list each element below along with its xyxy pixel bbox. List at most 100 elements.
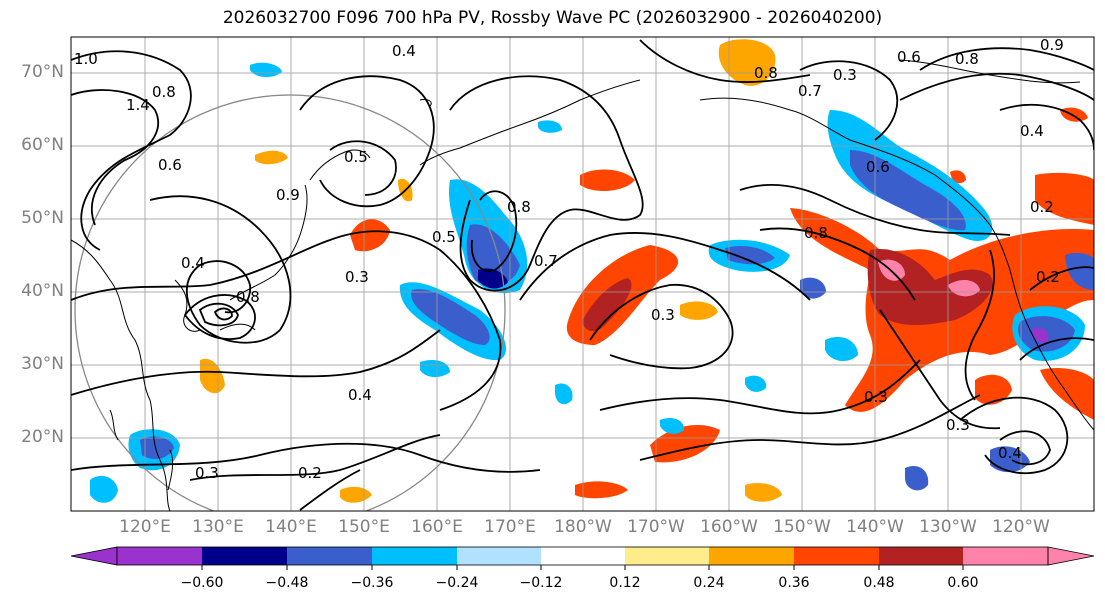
pv-negative-patch (660, 418, 685, 434)
plot-frame (70, 36, 1095, 512)
radius-circle (74, 94, 506, 511)
contour-label: 0.6 (158, 156, 182, 174)
contour-label: 0.8 (236, 288, 260, 306)
contour-label: 0.8 (152, 83, 176, 101)
pv-negative-patch (250, 62, 282, 78)
colorbar-segment (541, 547, 625, 565)
lon-label: 120°W (992, 517, 1050, 537)
pv-positive-patch (975, 374, 1012, 405)
contour-label: 0.4 (392, 42, 416, 60)
contour-label: 0.6 (897, 48, 921, 66)
contour-label: 0.5 (344, 148, 368, 166)
contour-label: 0.4 (998, 444, 1022, 462)
pv-negative-patch (825, 336, 858, 362)
colorbar-tick-label: −0.12 (519, 575, 563, 591)
contour-labels: 0.4 1.0 1.4 0.8 0.6 0.5 0.9 0.8 0.4 0.3 … (74, 36, 1064, 482)
colorbar-segment (879, 547, 963, 565)
lon-label: 130°W (919, 517, 977, 537)
pv-negative-patch (905, 465, 929, 491)
pv-contours (71, 39, 1094, 511)
lon-label: 140°W (846, 517, 904, 537)
pv-positive-patch (575, 481, 628, 499)
colorbar-segment (457, 547, 541, 565)
colorbar-tick-label: 0.12 (609, 575, 641, 591)
contour-label: 0.3 (651, 306, 675, 324)
contour-label: 0.9 (1040, 36, 1064, 54)
colorbar (70, 546, 1095, 570)
map-title: 2026032700 F096 700 hPa PV, Rossby Wave … (222, 8, 883, 28)
lon-label: 140°E (265, 517, 317, 537)
colorbar-segment (794, 547, 879, 565)
colorbar-segment (202, 547, 287, 565)
lon-label: 120°E (119, 517, 171, 537)
colorbar-segment (625, 547, 709, 565)
coastlines (71, 59, 1094, 511)
lon-label: 130°E (192, 517, 244, 537)
pv-negative-patch (800, 277, 826, 299)
contour-label: 0.3 (946, 416, 970, 434)
pv-negative-patch (420, 360, 450, 378)
contour-label: 0.8 (804, 224, 828, 242)
contour-label: 0.6 (866, 158, 890, 176)
pv-negative-patch (745, 375, 767, 392)
contour-label: 0.4 (1020, 122, 1044, 140)
contour-label: 0.2 (1036, 268, 1060, 286)
colorbar-tick-label: −0.60 (180, 575, 224, 591)
colorbar-segment (372, 547, 457, 565)
pv-negative-patch (827, 110, 993, 241)
colorbar-tick-label: −0.24 (435, 575, 479, 591)
pv-negative-patch (1065, 252, 1094, 290)
colorbar-tick-label: −0.48 (265, 575, 309, 591)
pv-positive-patch (340, 486, 372, 503)
pv-positive-core (582, 278, 632, 332)
map-gridlines (71, 37, 1094, 511)
contour-label: 1.4 (126, 96, 150, 114)
lat-label: 50°N (21, 208, 64, 228)
lat-label: 40°N (21, 281, 64, 301)
pv-positive-patch (200, 358, 225, 394)
pv-negative-core (140, 436, 174, 460)
pv-negative-core (850, 150, 966, 231)
lon-label: 160°E (411, 517, 463, 537)
colorbar-segment (709, 547, 794, 565)
pv-negative-patch (538, 120, 562, 133)
contour-label: 0.3 (195, 464, 219, 482)
pv-positive-patch (1035, 172, 1094, 225)
pv-positive-patch (255, 150, 288, 165)
contour-label: 0.4 (181, 254, 205, 272)
lat-label: 60°N (21, 135, 64, 155)
colorbar-tick-label: 0.24 (693, 575, 725, 591)
colorbar-extend-high (1047, 546, 1095, 566)
contour-label: 0.7 (534, 252, 558, 270)
pv-negative-core (725, 246, 775, 265)
lon-label: 180°W (554, 517, 612, 537)
contour-label: 0.7 (798, 82, 822, 100)
lon-label: 170°W (627, 517, 685, 537)
contour-label: 1.0 (74, 50, 98, 68)
pv-positive-patch (950, 170, 966, 184)
contour-label: 0.9 (276, 186, 300, 204)
contour-label: 0.3 (345, 268, 369, 286)
lon-label: 170°E (484, 517, 536, 537)
lon-label: 150°E (338, 517, 390, 537)
contour-label: 0.3 (864, 388, 888, 406)
pv-positive-patch (745, 483, 782, 502)
colorbar-tick-label: −0.36 (350, 575, 394, 591)
pv-positive-patch (350, 219, 390, 252)
contour-label: 0.3 (833, 66, 857, 84)
contour-label: 0.8 (955, 50, 979, 68)
pv-negative-core (411, 289, 490, 345)
pv-positive-patch (680, 301, 718, 320)
pv-positive-patch (1060, 107, 1088, 122)
pv-negative-core (478, 268, 508, 289)
pv-positive-patch (1040, 368, 1094, 420)
contour-label: 0.8 (754, 64, 778, 82)
pv-positive-patch (580, 169, 635, 192)
lat-label: 70°N (21, 62, 64, 82)
contour-label: 0.2 (1030, 198, 1054, 216)
contour-label: 0.4 (348, 386, 372, 404)
pv-positive-patch (718, 39, 776, 86)
colorbar-tick-label: 0.48 (863, 575, 895, 591)
pv-negative-patch (90, 475, 118, 503)
